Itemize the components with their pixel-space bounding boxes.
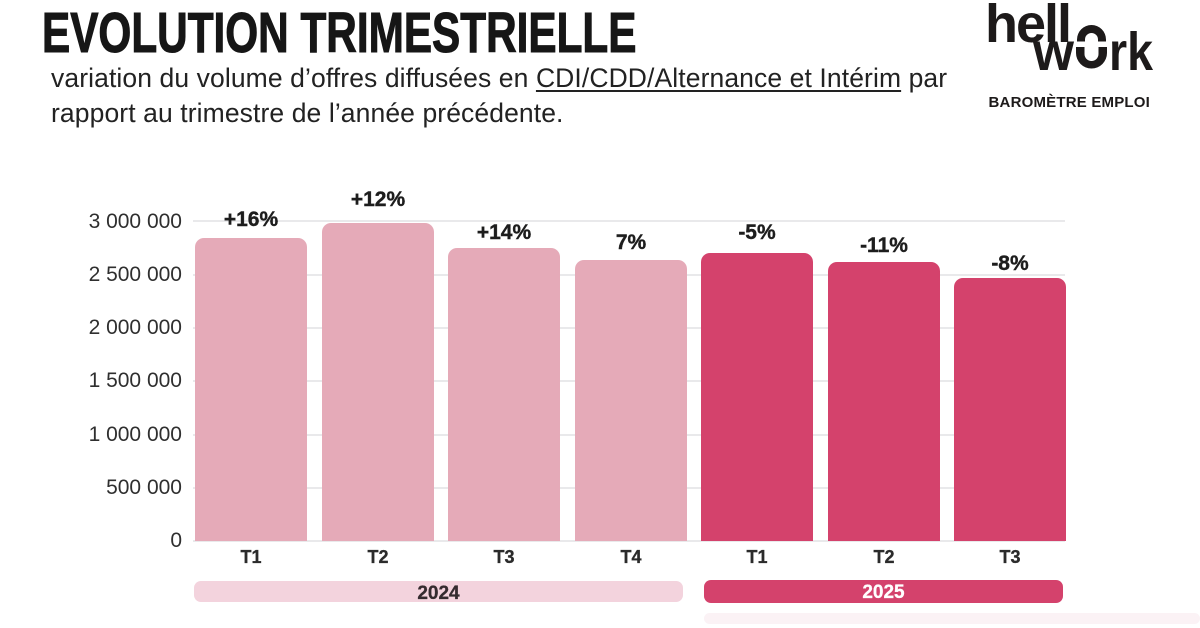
svg-text:rk: rk [1109,22,1154,82]
svg-text:w: w [1032,22,1075,82]
svg-text:BAROMÈTRE EMPLOI: BAROMÈTRE EMPLOI [989,94,1151,111]
svg-text:hell: hell [985,0,1070,54]
